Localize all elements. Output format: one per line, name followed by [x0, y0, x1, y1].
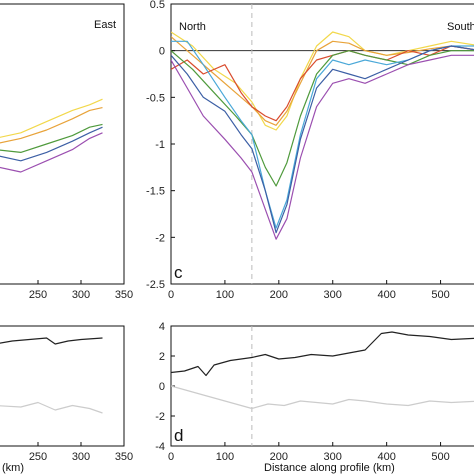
panel-d: 0 100 200 300 400 500 4 2 0 -2 -4 d Distance along…: [155, 321, 474, 474]
x-tick-label: 200: [270, 451, 288, 463]
x-tick-label: 200: [270, 289, 288, 301]
annotation-east: East: [94, 19, 116, 31]
x-tick-label: 0: [168, 451, 174, 463]
series-line-2: [0, 107, 103, 144]
y-tick-label: -1.5: [146, 186, 165, 198]
panel-label: d: [174, 426, 183, 445]
series-line-2: [0, 401, 103, 414]
annotation-south: South: [447, 21, 474, 33]
annotation-north: North: [179, 21, 206, 33]
y-tick-label: 2: [159, 351, 165, 363]
y-tick-label: 0: [159, 46, 165, 58]
series-line-1: [0, 98, 103, 138]
series-line-4: [171, 50, 474, 187]
y-tick-label: 4: [159, 321, 165, 333]
panel-frame: [170, 325, 474, 447]
series-line-4: [0, 126, 103, 162]
x-tick-label: 250: [29, 451, 47, 463]
panel-bottom-left: 250 300 350 (km): [0, 325, 133, 474]
series-line-7: [171, 54, 474, 240]
y-tick-label: 0.5: [150, 0, 165, 11]
x-tick-label: 500: [431, 451, 449, 463]
x-tick-label: 300: [72, 451, 90, 463]
x-tick-label: 350: [115, 451, 133, 463]
panel-frame: [0, 325, 125, 447]
y-tick-label: -2: [155, 411, 165, 423]
series-line-5: [0, 132, 103, 173]
panel-top-left: 250 300 350 East: [0, 3, 133, 301]
x-axis-label: (km): [2, 462, 24, 474]
series-line-1: [171, 331, 474, 377]
y-tick-label: -2.5: [146, 279, 165, 291]
series-line-5: [171, 40, 474, 229]
x-tick-label: 100: [216, 289, 234, 301]
y-tick-label: -2: [155, 232, 165, 244]
x-tick-label: 100: [216, 451, 234, 463]
x-tick-label: 400: [377, 289, 395, 301]
series-line-6: [171, 45, 474, 234]
series-line-1: [0, 337, 103, 345]
y-tick-label: -0.5: [146, 92, 165, 104]
y-tick-label: -4: [155, 441, 165, 453]
x-tick-label: 250: [29, 289, 47, 301]
series-line-3: [0, 123, 103, 153]
x-axis-label: Distance along profile (km): [264, 462, 395, 474]
panel-frame: [0, 3, 125, 285]
x-tick-label: 400: [377, 451, 395, 463]
x-tick-label: 300: [72, 289, 90, 301]
y-tick-label: -1: [155, 139, 165, 151]
y-tick-label: 0: [159, 381, 165, 393]
panel-c: 0 100 200 300 400 500 0.5 0 -0.5 -1 -1.5 -2 -2.5 Nor…: [146, 0, 474, 301]
x-tick-label: 500: [431, 289, 449, 301]
panel-label: c: [174, 263, 183, 282]
series-line-1: [171, 31, 474, 131]
x-tick-label: 0: [168, 289, 174, 301]
x-tick-label: 350: [115, 289, 133, 301]
series-line-2: [171, 385, 474, 410]
series-line-3: [171, 45, 474, 122]
x-tick-label: 300: [324, 451, 342, 463]
x-tick-label: 300: [324, 289, 342, 301]
